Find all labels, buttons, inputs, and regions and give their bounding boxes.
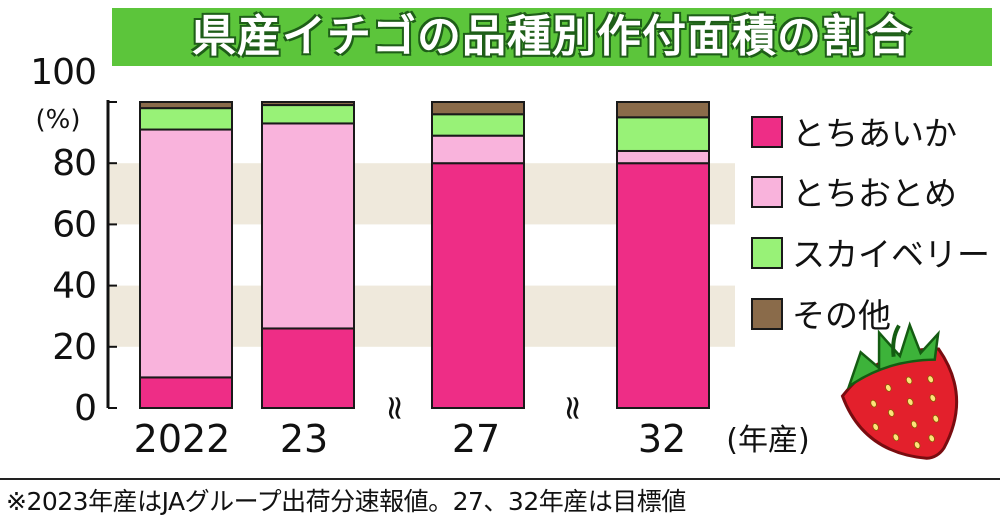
y-tick-label: 0: [74, 388, 96, 429]
y-tick-label: 40: [52, 266, 96, 307]
strawberry-seed: [870, 399, 877, 408]
x-unit-label: (年産): [726, 423, 809, 458]
x-tick-label: 23: [280, 417, 328, 461]
bar-segment-27-2: [431, 113, 525, 137]
strawberry-seed: [929, 394, 936, 402]
strawberry-seed: [910, 420, 918, 429]
strawberry-seed: [913, 441, 921, 449]
y-unit-label: (%): [36, 105, 81, 135]
y-tick-label: 80: [52, 143, 96, 184]
legend-label: スカイベリー: [792, 235, 990, 274]
footnote-bar: ※2023年産はJAグループ出荷分速報値。27、32年産は目標値: [0, 478, 1000, 522]
y-tick-label: 60: [52, 204, 96, 245]
strawberry-seed: [928, 434, 935, 443]
legend-label: とちあいか: [792, 114, 957, 153]
footnote-text: ※2023年産はJAグループ出荷分速報値。27、32年産は目標値: [6, 487, 686, 516]
strawberry-seed: [927, 375, 934, 384]
strawberry-icon: [840, 321, 959, 460]
strawberry-seed: [892, 433, 900, 442]
bar-segment-32-3: [616, 101, 710, 119]
x-tick-label: 2022: [134, 417, 231, 461]
axis-break-mark: ≈: [375, 394, 415, 423]
bar-segment-23-3: [261, 101, 355, 107]
bar-segment-32-2: [616, 116, 710, 152]
axis-break-mark: ≈: [553, 394, 593, 423]
bar-segment-2022-2: [139, 107, 233, 131]
bar-segment-2022-0: [139, 376, 233, 409]
bar-segment-2022-3: [139, 101, 233, 110]
legend-label: とちおとめ: [792, 174, 957, 213]
strawberry-seed: [905, 376, 913, 385]
x-tick-label: 27: [452, 417, 500, 461]
legend-swatch-0: [751, 116, 783, 148]
legend-swatch-1: [751, 176, 783, 208]
y-tick-label: 20: [52, 327, 96, 368]
title-bar: 県産イチゴの品種別作付面積の割合: [112, 8, 992, 66]
strawberry-seed: [888, 409, 895, 417]
bar-segment-2022-1: [139, 128, 233, 379]
strawberry-seed: [872, 423, 879, 431]
strawberry-seed: [932, 414, 940, 423]
strawberry-seed: [885, 384, 892, 392]
chart-area: 0 20 40 60 80 100 (%) 2022 23 27 32 (年産) ≈ ≈ とちあいかとちおと…: [30, 52, 990, 461]
bar-segment-23-1: [261, 122, 355, 330]
bar-segment-27-0: [431, 162, 525, 409]
chart-title: 県産イチゴの品種別作付面積の割合: [192, 11, 912, 62]
bar-segment-32-0: [616, 162, 710, 409]
bar-segment-27-3: [431, 101, 525, 116]
legend-swatch-2: [751, 237, 783, 269]
bar-segment-27-1: [431, 134, 525, 165]
bar-segment-32-1: [616, 149, 710, 165]
x-tick-label: 32: [638, 417, 686, 461]
strawberry-seed: [907, 398, 914, 406]
legend-swatch-3: [751, 298, 783, 330]
bar-segment-23-2: [261, 104, 355, 125]
y-tick-label: 100: [30, 52, 96, 93]
strawberry-stem: [891, 324, 901, 357]
legend-label: その他: [792, 296, 891, 335]
bar-segment-23-0: [261, 327, 355, 409]
